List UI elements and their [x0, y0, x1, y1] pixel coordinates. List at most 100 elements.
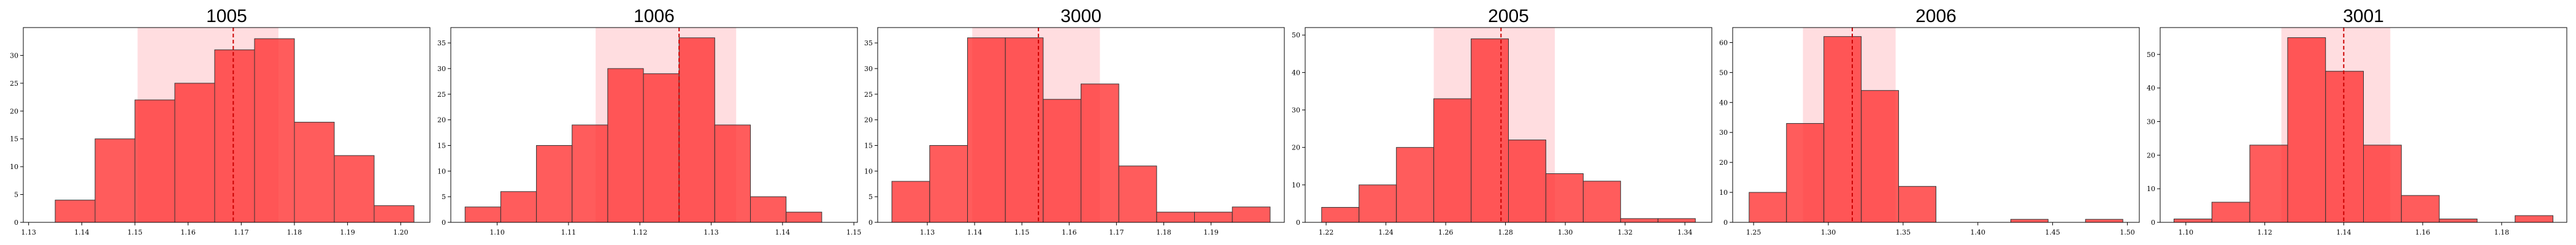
panel-title: 2005: [1488, 6, 1529, 26]
histogram-bar: [2515, 215, 2553, 223]
y-tick-label: 10: [864, 167, 873, 175]
histogram-bar: [1005, 37, 1044, 223]
y-tick-label: 50: [2147, 51, 2155, 59]
y-tick-label: 35: [437, 39, 446, 47]
histogram-bar: [714, 124, 751, 223]
histogram-bar: [1823, 36, 1862, 223]
histogram-panel-2005: 0 10 20 30 40 50 1.22 1.24 1.26 1.28 1.30 1.32 1.34 2…: [1292, 6, 1712, 236]
histogram-bar: [1156, 211, 1195, 223]
histogram-bar: [374, 205, 415, 223]
histogram-bar: [464, 206, 501, 223]
x-tick-label: 1.32: [1617, 228, 1633, 236]
x-tick-label: 1.17: [1109, 228, 1124, 236]
y-tick-label: 30: [1719, 129, 1728, 137]
y-tick-label: 0: [868, 219, 873, 227]
histogram-bar: [254, 38, 295, 223]
x-tick-label: 1.25: [1746, 228, 1761, 236]
histogram-bar: [1620, 218, 1658, 223]
panel-title: 2006: [1915, 6, 1957, 26]
x-tick-label: 1.10: [489, 228, 505, 236]
panel-title: 3001: [2343, 6, 2384, 26]
y-tick-label: 10: [2147, 185, 2155, 193]
x-tick-label: 1.24: [1378, 228, 1393, 236]
y-tick-label: 0: [442, 219, 446, 227]
histogram-bar: [134, 99, 175, 223]
x-tick-label: 1.10: [2179, 228, 2194, 236]
x-tick-label: 1.34: [1677, 228, 1693, 236]
histogram-bar: [334, 155, 375, 223]
histogram-bar: [1749, 192, 1787, 223]
x-tick-label: 1.26: [1438, 228, 1454, 236]
histogram-bar: [1194, 211, 1233, 223]
y-tick-label: 20: [1719, 159, 1728, 167]
y-tick-label: 30: [2147, 118, 2155, 126]
y-tick-label: 60: [1719, 39, 1728, 47]
y-tick-label: 20: [10, 107, 18, 115]
histogram-bar: [2363, 145, 2402, 223]
axes-frame: [450, 27, 858, 223]
histogram-bar: [607, 68, 644, 223]
x-tick-label: 1.16: [2415, 228, 2431, 236]
histogram-bar: [1471, 38, 1509, 223]
histogram-bar: [2010, 219, 2049, 223]
x-tick-label: 1.12: [2257, 228, 2272, 236]
histogram-bar: [1861, 90, 1899, 223]
x-tick-label: 1.19: [1203, 228, 1219, 236]
histogram-panel-1006: 0 5 10 15 20 25 30 35 1.10 1.11 1.12 1.13 1.14 1.15 10…: [437, 6, 861, 236]
histogram-bar: [1582, 181, 1621, 223]
histogram-bar: [2287, 37, 2326, 223]
histogram-bar: [1786, 123, 1825, 223]
y-tick-label: 5: [442, 193, 446, 201]
histogram-bar: [500, 191, 537, 223]
x-tick-label: 1.40: [1971, 228, 1986, 236]
histogram-bar: [2174, 219, 2212, 223]
x-tick-label: 1.45: [2045, 228, 2060, 236]
histogram-bar: [174, 83, 215, 223]
y-tick-label: 0: [1296, 219, 1300, 227]
axes-frame: [1732, 27, 2140, 223]
histogram-bar: [1321, 207, 1360, 223]
histogram-bar: [1433, 98, 1472, 223]
histogram-bar: [678, 37, 715, 223]
x-tick-label: 1.17: [234, 228, 249, 236]
histogram-bar: [94, 138, 136, 223]
x-tick-label: 1.15: [128, 228, 143, 236]
x-tick-label: 1.30: [1821, 228, 1836, 236]
y-tick-label: 30: [437, 65, 446, 73]
x-tick-label: 1.28: [1498, 228, 1513, 236]
y-tick-label: 0: [14, 219, 18, 227]
histogram-bar: [572, 124, 608, 223]
x-tick-label: 1.14: [967, 228, 983, 236]
y-tick-label: 0: [2151, 219, 2155, 227]
x-tick-label: 1.18: [2494, 228, 2510, 236]
y-tick-label: 15: [10, 135, 18, 143]
y-tick-label: 30: [10, 51, 18, 59]
histogram-panel-3000: 0 5 10 15 20 25 30 35 1.13 1.14 1.15 1.16 1.17 1.18 1.…: [864, 6, 1285, 236]
histogram-bar: [214, 49, 255, 223]
x-tick-label: 1.22: [1319, 228, 1334, 236]
histogram-bar: [1359, 184, 1397, 223]
histogram-panel-1005: 0 5 10 15 20 25 30 1.13 1.14 1.15 1.16 1.17 1.18 1.19…: [10, 6, 431, 236]
y-tick-label: 40: [1719, 99, 1728, 107]
y-tick-label: 20: [1292, 144, 1300, 152]
histogram-bar: [1118, 165, 1157, 223]
x-tick-label: 1.35: [1896, 228, 1911, 236]
histogram-bar: [2085, 219, 2123, 223]
histogram-bar: [1898, 186, 1936, 223]
x-tick-label: 1.12: [632, 228, 648, 236]
panel-title: 1006: [634, 6, 675, 26]
x-tick-label: 1.13: [703, 228, 719, 236]
axes-frame: [23, 27, 431, 223]
y-tick-label: 0: [1723, 219, 1728, 227]
histogram-bar: [1081, 83, 1119, 223]
x-tick-label: 1.16: [180, 228, 196, 236]
x-tick-label: 1.15: [846, 228, 862, 236]
histogram-bar: [2401, 195, 2440, 223]
y-tick-label: 10: [1292, 181, 1300, 189]
y-tick-label: 40: [1292, 69, 1300, 77]
histogram-bar: [1657, 218, 1696, 223]
y-tick-label: 25: [437, 91, 446, 99]
x-tick-label: 1.50: [2120, 228, 2135, 236]
histogram-bar: [967, 37, 1006, 223]
x-tick-label: 1.13: [920, 228, 935, 236]
